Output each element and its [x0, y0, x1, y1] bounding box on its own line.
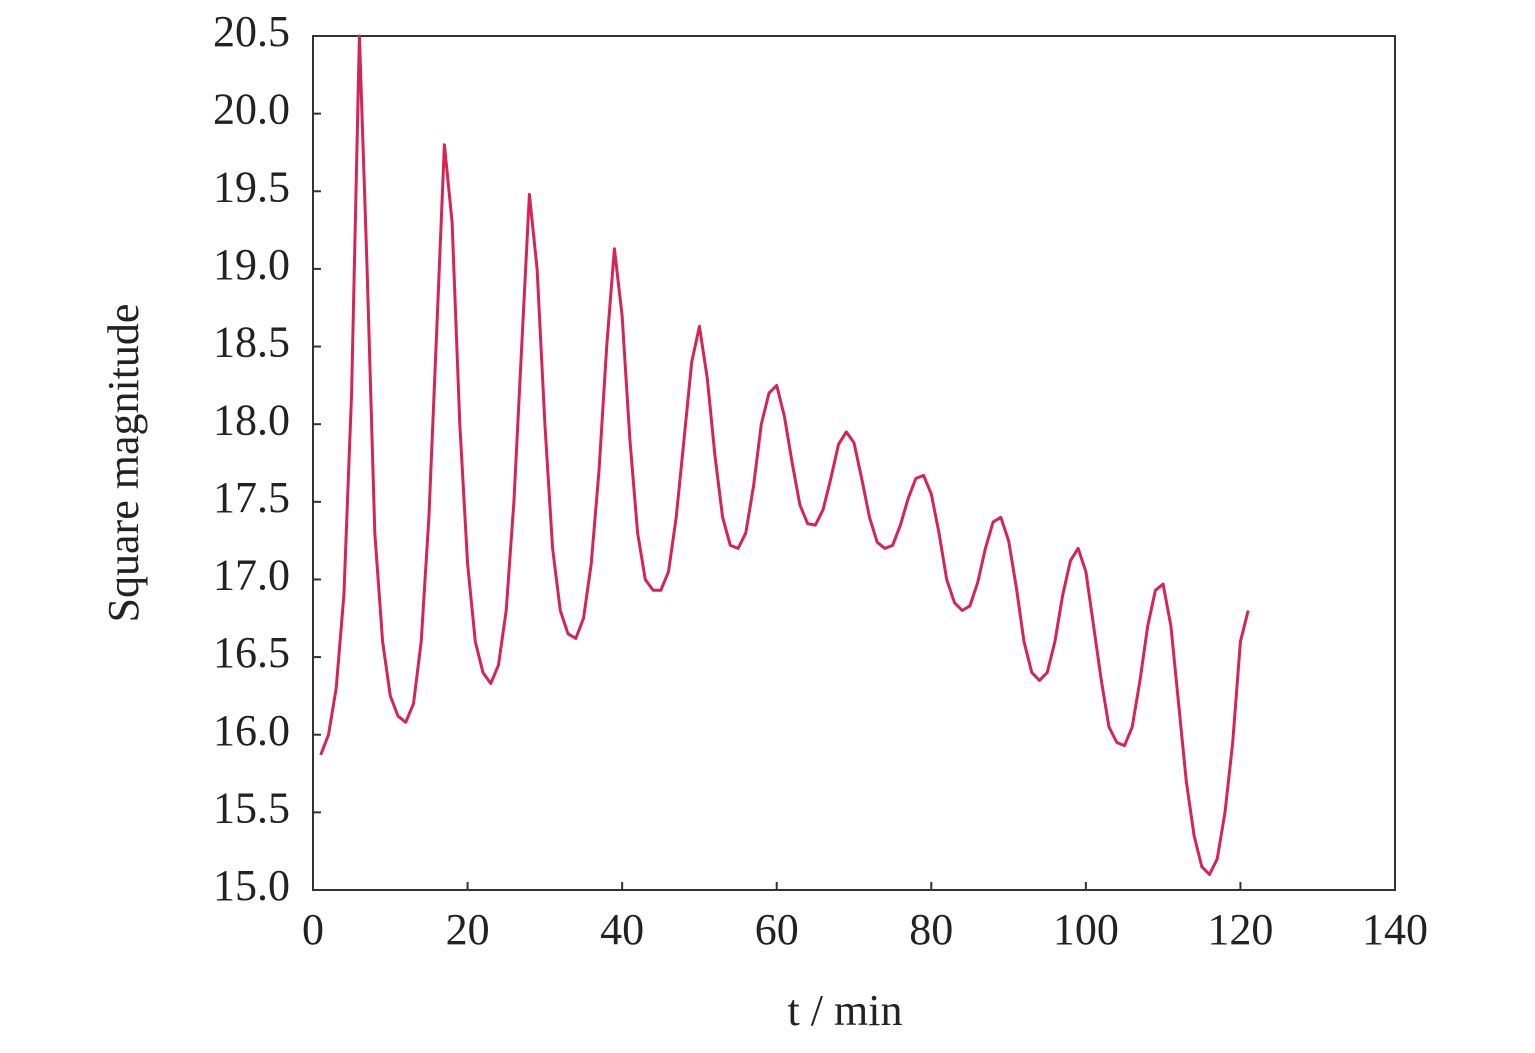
x-tick-label: 40 [600, 905, 644, 954]
y-tick-label: 17.5 [213, 473, 290, 522]
x-tick-label: 140 [1362, 905, 1428, 954]
data-line [319, 34, 1250, 876]
x-tick-label: 0 [302, 905, 324, 954]
x-tick-label: 60 [755, 905, 799, 954]
y-tick-label: 17.0 [213, 551, 290, 600]
y-axis-label: Square magnitude [99, 304, 148, 623]
y-tick-label: 20.5 [213, 7, 290, 56]
x-tick-label: 100 [1053, 905, 1119, 954]
y-tick-label: 19.0 [213, 240, 290, 289]
x-axis-label: t / min [788, 986, 903, 1035]
x-tick-label: 20 [446, 905, 490, 954]
plot-frame [312, 35, 1396, 891]
y-tick-label: 16.5 [213, 628, 290, 677]
y-tick-label: 15.0 [213, 861, 290, 910]
y-tick-label: 19.5 [213, 162, 290, 211]
y-tick-label: 20.0 [213, 85, 290, 134]
y-tick-label: 16.0 [213, 706, 290, 755]
y-tick-label: 15.5 [213, 783, 290, 832]
y-tick-label: 18.5 [213, 318, 290, 367]
y-tick-label: 18.0 [213, 395, 290, 444]
x-tick-label: 120 [1207, 905, 1273, 954]
x-tick-label: 80 [909, 905, 953, 954]
